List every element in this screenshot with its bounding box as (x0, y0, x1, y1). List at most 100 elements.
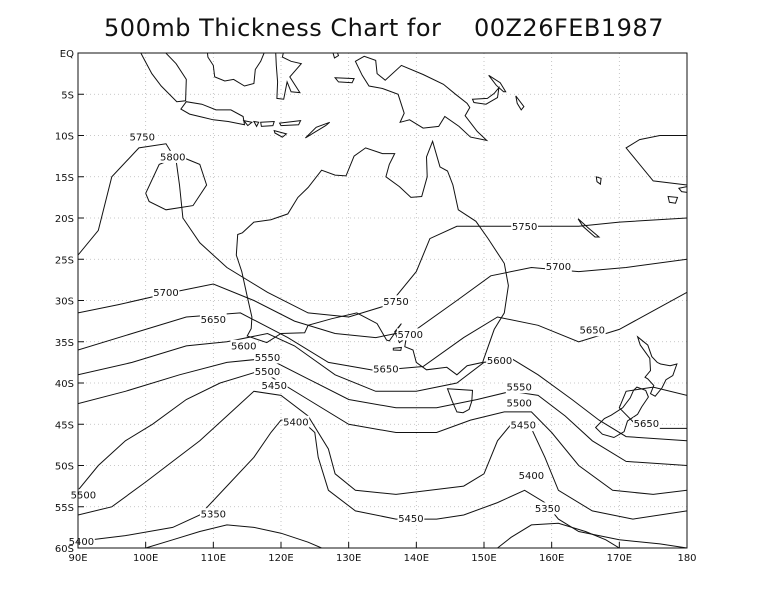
contour-label: 5350 (534, 502, 562, 515)
x-tick-label: 110E (201, 553, 226, 564)
x-tick-label: 160E (539, 553, 564, 564)
x-tick-label: 150E (471, 553, 496, 564)
y-tick-label: 15S (55, 173, 74, 184)
coastline-new-britain (471, 86, 500, 105)
coastline-flores (278, 119, 302, 127)
contour-5400 (91, 419, 687, 548)
contour-label: 5650 (199, 313, 227, 326)
coastline-new-guinea (354, 55, 489, 142)
svg-text:5700: 5700 (153, 288, 178, 299)
axis-ticks: EQ 5S 10S 15S 20S 25S 30S 35S 40S 45S 50S 55S 60S90E… (55, 49, 697, 564)
svg-text:5800: 5800 (160, 152, 185, 163)
y-tick-label: 25S (55, 255, 74, 266)
coastline-sumba (273, 129, 288, 138)
coastline-borneo (206, 53, 266, 87)
contour-label: 5750 (511, 220, 538, 233)
y-tick-label: 10S (55, 132, 74, 143)
coastline-nz-south-island (594, 386, 649, 439)
contour-label: 5800 (159, 150, 187, 163)
svg-text:5750: 5750 (512, 222, 537, 233)
contour-label: 5500 (505, 396, 533, 409)
contour-label: 5400 (517, 469, 545, 482)
x-tick-label: 180 (677, 553, 696, 564)
chart-title: 500mb Thickness Chart for 00Z26FEB1987 (0, 14, 768, 42)
coastline-bougainville (515, 95, 525, 111)
coastline-fiji (667, 195, 679, 204)
svg-text:5400: 5400 (283, 417, 308, 428)
contour-label: 5450 (509, 419, 537, 432)
y-tick-label: 40S (55, 379, 74, 390)
svg-text:5500: 5500 (506, 398, 531, 409)
coastline-new-caledonia (577, 218, 601, 238)
coastlines (140, 53, 687, 439)
coastline-kangaroo-island (392, 346, 403, 351)
coastline-tasmania (446, 388, 474, 414)
svg-text:5600: 5600 (231, 341, 256, 352)
grid-lines (78, 53, 687, 548)
contour-5350 (145, 524, 322, 548)
x-tick-label: 100E (133, 553, 158, 564)
contour-label: 5600 (486, 354, 513, 367)
contour-label: 5500 (254, 365, 281, 378)
coastline-lombok (252, 120, 260, 128)
coastline-new-ireland (488, 74, 507, 93)
y-tick-label: 50S (55, 462, 74, 473)
svg-text:5350: 5350 (201, 510, 226, 521)
svg-text:5700: 5700 (546, 262, 571, 273)
y-tick-label: EQ (60, 49, 74, 60)
thickness-contours (78, 135, 687, 548)
coastline-vanua-levu (677, 186, 687, 193)
contour-5350 (497, 522, 620, 548)
svg-text:5650: 5650 (373, 364, 398, 375)
x-tick-label: 120E (268, 553, 293, 564)
svg-text:5750: 5750 (130, 133, 155, 144)
coastline-sumatra (140, 53, 187, 103)
contour-label: 5700 (545, 260, 572, 273)
coastline-timor (305, 121, 331, 139)
y-tick-label: 30S (55, 297, 74, 308)
contour-label: 5500 (70, 489, 97, 502)
coastline-sumbawa (260, 120, 275, 127)
svg-text:5650: 5650 (201, 315, 226, 326)
contour-label: 5550 (505, 381, 533, 394)
chart-title-prefix: 500mb Thickness Chart for (104, 14, 442, 42)
svg-text:5400: 5400 (519, 471, 544, 482)
contour-5550 (78, 357, 687, 466)
coastline-bali (242, 119, 254, 127)
svg-text:5700: 5700 (398, 330, 423, 341)
contour-5600 (78, 332, 687, 442)
contour-label: 5350 (199, 508, 227, 521)
contour-label: 5700 (396, 328, 424, 341)
x-tick-label: 130E (336, 553, 361, 564)
contour-label: 5450 (260, 379, 288, 392)
svg-text:5600: 5600 (487, 356, 512, 367)
x-tick-label: 90E (68, 553, 87, 564)
contour-label: 5650 (578, 324, 606, 337)
contour-label: 5650 (372, 362, 400, 375)
contour-5450 (78, 390, 687, 520)
x-tick-label: 170E (607, 553, 632, 564)
y-tick-label: 5S (61, 90, 74, 101)
contour-label: 5600 (230, 339, 258, 352)
coastline-australia (235, 139, 509, 376)
y-tick-label: 20S (55, 214, 74, 225)
coastline-nz-north-island (636, 335, 678, 397)
coastline-vanuatu (595, 176, 602, 186)
svg-text:5650: 5650 (634, 419, 659, 430)
y-tick-label: 55S (55, 503, 74, 514)
contour-5500 (78, 370, 687, 495)
contour-label: 5700 (152, 286, 180, 299)
coastline-java (180, 101, 246, 126)
svg-text:5500: 5500 (255, 367, 280, 378)
coastline-seram (333, 77, 355, 84)
contour-5650 (78, 291, 687, 372)
svg-text:5550: 5550 (506, 383, 531, 394)
y-tick-label: 35S (55, 338, 74, 349)
svg-text:5450: 5450 (511, 421, 536, 432)
coastline-sulawesi (275, 53, 303, 100)
chart-title-time: 00Z26FEB1987 (473, 14, 664, 42)
contour-label: 5550 (254, 351, 281, 364)
svg-text:5400: 5400 (69, 537, 94, 548)
contour-labels: 5750 5800 5750 5700 5750 5700 5650 5700 5650 5600… (67, 131, 660, 548)
